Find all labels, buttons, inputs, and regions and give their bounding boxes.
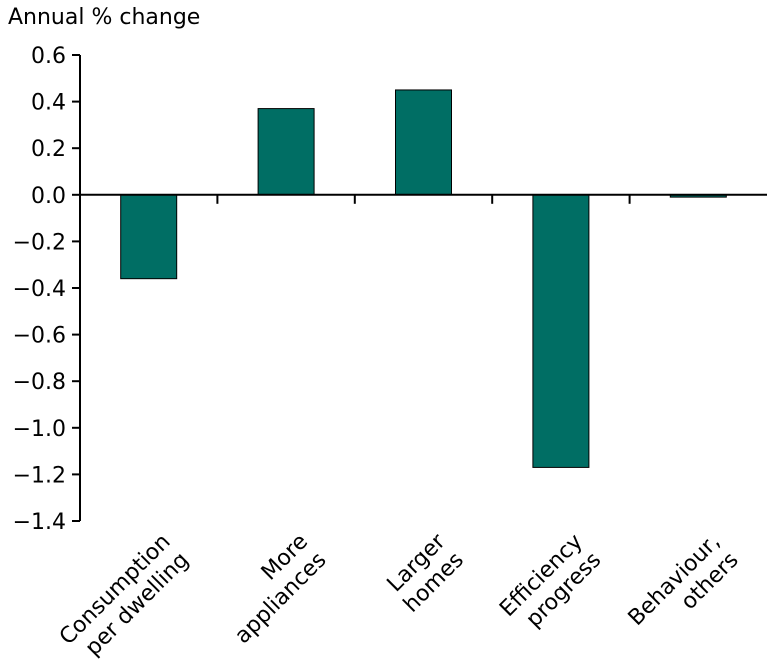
y-tick-label: −1.2 [13,463,66,488]
bar [395,89,452,196]
y-tick-label: −0.4 [13,277,66,302]
y-tick-label: −1.0 [13,417,66,442]
y-tick-label: −1.4 [13,510,66,535]
y-tick-label: 0.2 [31,137,66,162]
y-tick-label: 0.0 [31,184,66,209]
bars [120,89,727,468]
bar [257,108,315,196]
category-label: Behaviour,others [624,529,744,631]
y-tick-label: −0.8 [13,370,66,395]
bar [532,194,590,468]
y-tick-label: 0.4 [31,91,66,116]
y-axis-title: Annual % change [8,5,200,30]
y-tick-label: −0.6 [13,324,66,349]
y-tick-label: −0.2 [13,230,66,255]
y-axis-ticks: 0.6 0.4 0.2 0.0 −0.2 −0.4 −0.6 −0.8 −1.0 −1.2 −1.4 [13,44,80,535]
bar [120,194,178,280]
y-tick-label: 0.6 [31,44,66,69]
x-axis-ticks [216,194,631,204]
